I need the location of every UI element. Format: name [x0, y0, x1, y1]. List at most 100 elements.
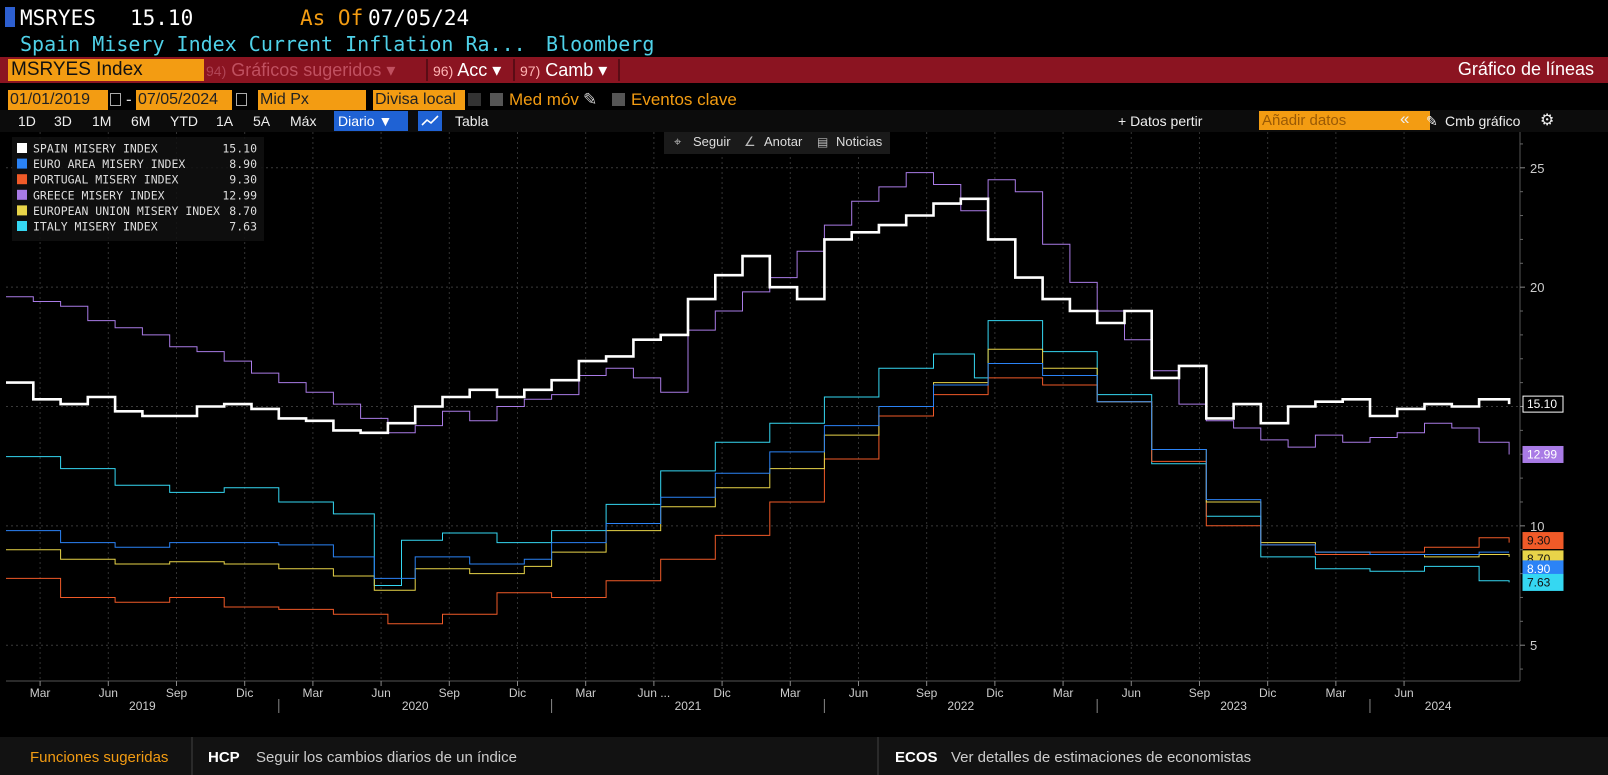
x-tick-label: Jun ... — [638, 686, 671, 700]
x-tick-label: Sep — [916, 686, 938, 700]
x-tick-label: Mar — [30, 686, 51, 700]
ticker-field[interactable]: MSRYES Index — [8, 59, 204, 81]
legend-swatch — [17, 174, 27, 185]
y-axis: 510152025 — [1520, 143, 1544, 670]
x-tick-label: Dic — [986, 686, 1003, 700]
calendar-icon[interactable] — [110, 93, 121, 106]
x-tick-label: Jun — [99, 686, 118, 700]
period-5a[interactable]: 5A — [253, 113, 271, 129]
period-1d[interactable]: 1D — [18, 113, 36, 129]
chart-type-title: Gráfico de líneas — [1457, 59, 1594, 79]
dropdown-arrow-icon: ▾ — [598, 60, 608, 80]
suggested-charts-menu[interactable]: 94) Gráficos sugeridos ▾ — [206, 59, 395, 81]
price-field-select[interactable]: Mid Px — [258, 90, 366, 110]
legend-name: GREECE MISERY INDEX — [33, 188, 165, 202]
period-max[interactable]: Máx — [290, 113, 317, 129]
chart-area: 510152025 MarJunSepDicMarJunSepDicMarJun… — [0, 132, 1608, 736]
suggested-functions-bar: Funciones sugeridas HCP Seguir los cambi… — [0, 737, 1608, 775]
ecos-description: Ver detalles de estimaciones de economis… — [951, 749, 1252, 766]
ticker-label: MSRYES — [20, 6, 96, 30]
frequency-select[interactable]: Diario ▼ — [334, 111, 408, 131]
x-year-label: 2021 — [675, 699, 702, 713]
actions-menu[interactable]: 96) Acc ▾ — [433, 59, 501, 81]
series-line-italy-misery-index — [6, 320, 1510, 586]
date-separator: - — [126, 90, 132, 109]
change-chart-button[interactable]: Cmb gráfico — [1445, 113, 1521, 129]
hcp-description: Seguir los cambios diarios de un índice — [256, 749, 517, 766]
data-from-button[interactable]: + Datos pertir — [1118, 113, 1203, 129]
moving-average-checkbox[interactable] — [490, 93, 503, 106]
line-chart: 510152025 MarJunSepDicMarJunSepDicMarJun… — [6, 132, 1564, 713]
grid — [6, 132, 1520, 681]
security-header: MSRYES 15.10 As Of 07/05/24 — [0, 4, 1608, 30]
annotate-label: Anotar — [764, 134, 803, 149]
security-marker — [5, 7, 15, 27]
x-year-label: 2019 — [129, 699, 156, 713]
legend-swatch — [17, 143, 27, 153]
period-ytd[interactable]: YTD — [170, 113, 198, 129]
as-of-date: 07/05/24 — [368, 6, 470, 30]
legend-value: 9.30 — [229, 173, 257, 187]
settings-gear-icon[interactable]: ⚙ — [1540, 112, 1555, 129]
y-tick-label: 5 — [1530, 638, 1537, 653]
annotate-icon: ∠ — [744, 135, 756, 150]
annotate-button[interactable]: ∠ Anotar — [744, 134, 803, 150]
pencil-icon[interactable]: ✎ — [583, 90, 598, 109]
legend-name: ITALY MISERY INDEX — [33, 220, 158, 234]
key-events-checkbox[interactable] — [612, 93, 625, 106]
x-tick-label: Mar — [1053, 686, 1074, 700]
hcp-code: HCP — [208, 749, 240, 766]
calendar-icon[interactable] — [236, 93, 247, 106]
menu-label: Gráficos sugeridos — [231, 60, 382, 80]
change-menu[interactable]: 97) Camb ▾ — [520, 59, 607, 81]
period-1a[interactable]: 1A — [216, 113, 234, 129]
currency-select[interactable]: Divisa local — [373, 90, 465, 110]
period-6m[interactable]: 6M — [131, 113, 151, 129]
x-year-label: 2024 — [1425, 699, 1452, 713]
end-label-greece-misery-index: 12.99 — [1522, 445, 1564, 463]
table-tab[interactable]: Tabla — [455, 113, 489, 129]
legend-swatch — [17, 205, 27, 216]
period-1m[interactable]: 1M — [92, 113, 112, 129]
end-date-field[interactable]: 07/05/2024 — [136, 90, 232, 110]
end-label-text: 7.63 — [1527, 575, 1551, 589]
end-label-portugal-misery-index: 9.30 — [1522, 532, 1564, 550]
legend-value: 15.10 — [222, 142, 257, 156]
x-axis: Mar Jun Sep Dic Mar Jun Sep Dic Mar Jun ... Dic Mar… — [30, 681, 1452, 713]
line-chart-icon[interactable] — [418, 111, 442, 131]
legend-value: 12.99 — [222, 188, 257, 202]
end-label-euro-area-misery-index: 8.90 — [1522, 560, 1564, 578]
collapse-button[interactable]: « — [1400, 109, 1410, 128]
x-year-label: 2020 — [402, 699, 429, 713]
end-label-text: 9.30 — [1527, 534, 1551, 548]
end-label-text: 15.10 — [1527, 397, 1557, 411]
legend-swatch — [17, 158, 27, 169]
news-button[interactable]: ▤ Noticias — [817, 134, 883, 149]
as-of-label: As Of — [300, 6, 364, 30]
x-year-label: 2023 — [1220, 699, 1247, 713]
x-tick-label: Mar — [303, 686, 324, 700]
x-year-label: 2022 — [947, 699, 974, 713]
series-line-spain-misery-index — [6, 197, 1511, 435]
command-toolbar: MSRYES Index 94) Gráficos sugeridos ▾ 96… — [0, 57, 1608, 83]
series-layer — [6, 172, 1511, 625]
x-tick-label: Mar — [780, 686, 801, 700]
add-data-input[interactable]: Añadir datos — [1259, 111, 1430, 130]
currency-dropdown-icon[interactable] — [468, 93, 481, 106]
y-tick-label: 20 — [1530, 280, 1544, 295]
x-tick-label: Sep — [166, 686, 188, 700]
legend-swatch — [17, 189, 27, 200]
series-line-euro-area-misery-index — [6, 363, 1510, 579]
last-value: 15.10 — [130, 6, 194, 30]
start-date-field[interactable]: 01/01/2019 — [8, 90, 108, 110]
menu-number: 94) — [206, 63, 227, 79]
pencil-icon[interactable]: ✎ — [1426, 113, 1438, 129]
end-label-text: 8.90 — [1527, 562, 1551, 576]
end-label-spain-misery-index: 15.10 — [1522, 395, 1564, 413]
legend-swatch — [17, 221, 27, 231]
period-3d[interactable]: 3D — [54, 113, 72, 129]
follow-button[interactable]: ⌖ Seguir — [674, 134, 731, 150]
key-events-label: Eventos clave — [631, 90, 737, 109]
legend-name: PORTUGAL MISERY INDEX — [33, 173, 178, 187]
